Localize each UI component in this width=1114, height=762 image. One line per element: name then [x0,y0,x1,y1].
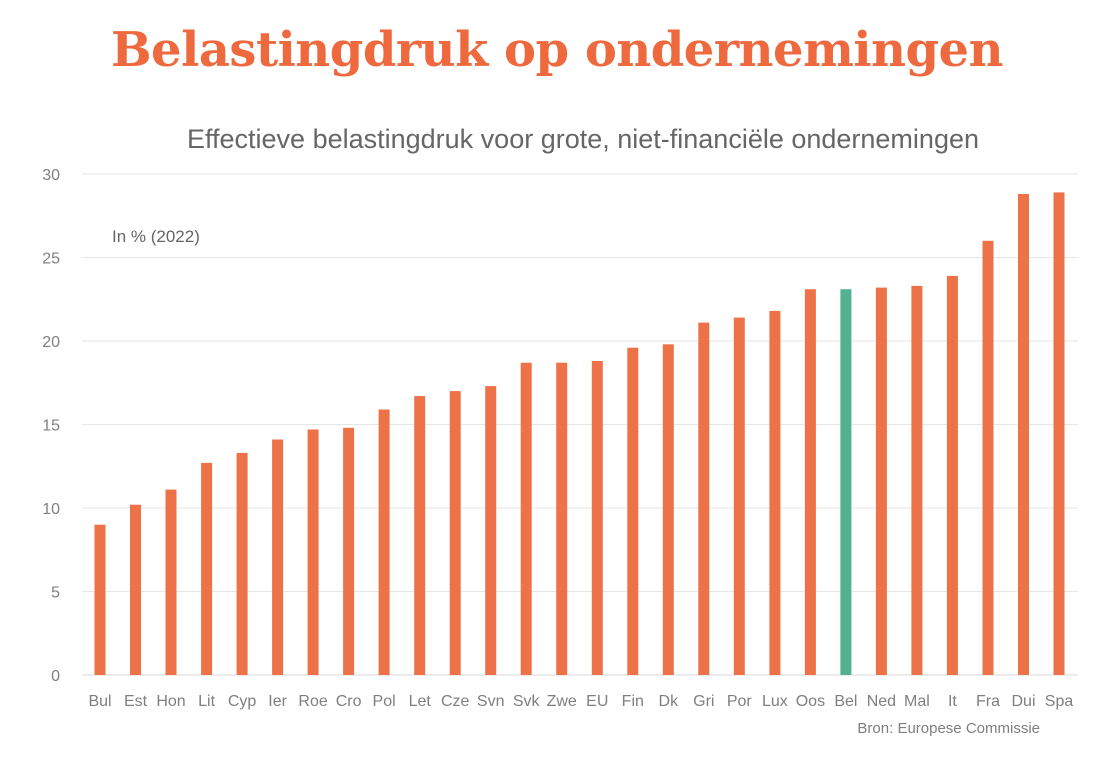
bar-hon [165,489,177,675]
x-tick-label: Cro [336,693,362,710]
x-tick-label: Bul [88,693,111,710]
bar-fra [982,240,994,676]
x-tick-label: Hon [156,693,185,710]
bar-ned [875,287,887,675]
bar-svk [520,362,532,675]
unit-label: In % (2022) [112,227,200,246]
x-tick-label: Cze [441,693,470,710]
x-axis-ticks: Bul Est Hon Lit Cyp Ier Roe Cro Pol Let Cze Svn Svk Z… [88,693,1073,710]
x-tick-label: Fin [622,693,644,710]
bar-dui [1018,194,1029,675]
bar-bul [94,524,106,675]
x-tick-label: Por [727,693,753,710]
x-tick-label: Zwe [547,693,577,710]
x-tick-label: Cyp [228,693,257,710]
bar-est [130,504,141,675]
y-tick-label: 25 [42,251,60,268]
x-tick-label: Roe [298,693,327,710]
bar-svn [485,386,497,675]
bar-ier [272,439,284,675]
bar-lit [201,462,213,675]
x-tick-label: Gri [693,693,714,710]
y-axis-ticks: 0 5 10 15 20 25 30 [42,167,60,685]
x-tick-label: EU [586,693,608,710]
x-tick-label: Pol [373,693,396,710]
x-tick-label: Oos [796,693,825,710]
x-tick-label: Let [409,693,432,710]
y-tick-label: 10 [42,501,60,518]
x-tick-label: Bel [834,693,857,710]
bar-it [946,275,958,675]
x-tick-label: Dui [1011,693,1035,710]
bar-mal [911,285,923,675]
y-tick-label: 5 [51,585,60,602]
bar-zwe [556,362,568,675]
x-tick-label: Dk [659,693,680,710]
x-tick-label: Spa [1045,693,1074,710]
bar-pol [378,409,390,675]
bar-oos [804,289,816,675]
y-tick-label: 0 [51,668,60,685]
bar-por [733,317,745,675]
x-tick-label: Ned [867,693,896,710]
x-tick-label: It [948,693,957,710]
bar-eu [591,361,603,675]
bar-fin [627,347,639,675]
x-tick-label: Lux [762,693,788,710]
x-tick-label: Svn [477,693,505,710]
bar-let [414,396,426,675]
x-tick-label: Mal [904,693,930,710]
bar-gri [698,322,710,675]
bar-cro [343,427,355,675]
x-tick-label: Est [124,693,148,710]
bars [94,192,1065,676]
gridlines [82,173,1078,676]
x-tick-label: Lit [198,693,215,710]
y-tick-label: 30 [42,167,60,184]
bar-roe [307,429,319,675]
page-title: Belastingdruk op ondernemingen [110,22,1004,78]
bar-spa [1053,192,1065,675]
y-tick-label: 15 [42,418,60,435]
chart-subtitle: Effectieve belastingdruk voor grote, nie… [187,124,979,154]
bar-cze [449,391,461,675]
bar-cyp [236,452,248,675]
x-tick-label: Svk [513,693,541,710]
bar-dk [662,344,674,675]
source-note: Bron: Europese Commissie [857,720,1040,737]
bar-bel [840,289,852,675]
y-tick-label: 20 [42,334,60,351]
x-tick-label: Fra [976,693,1000,710]
x-tick-label: Ier [268,693,287,710]
bar-lux [769,310,781,675]
